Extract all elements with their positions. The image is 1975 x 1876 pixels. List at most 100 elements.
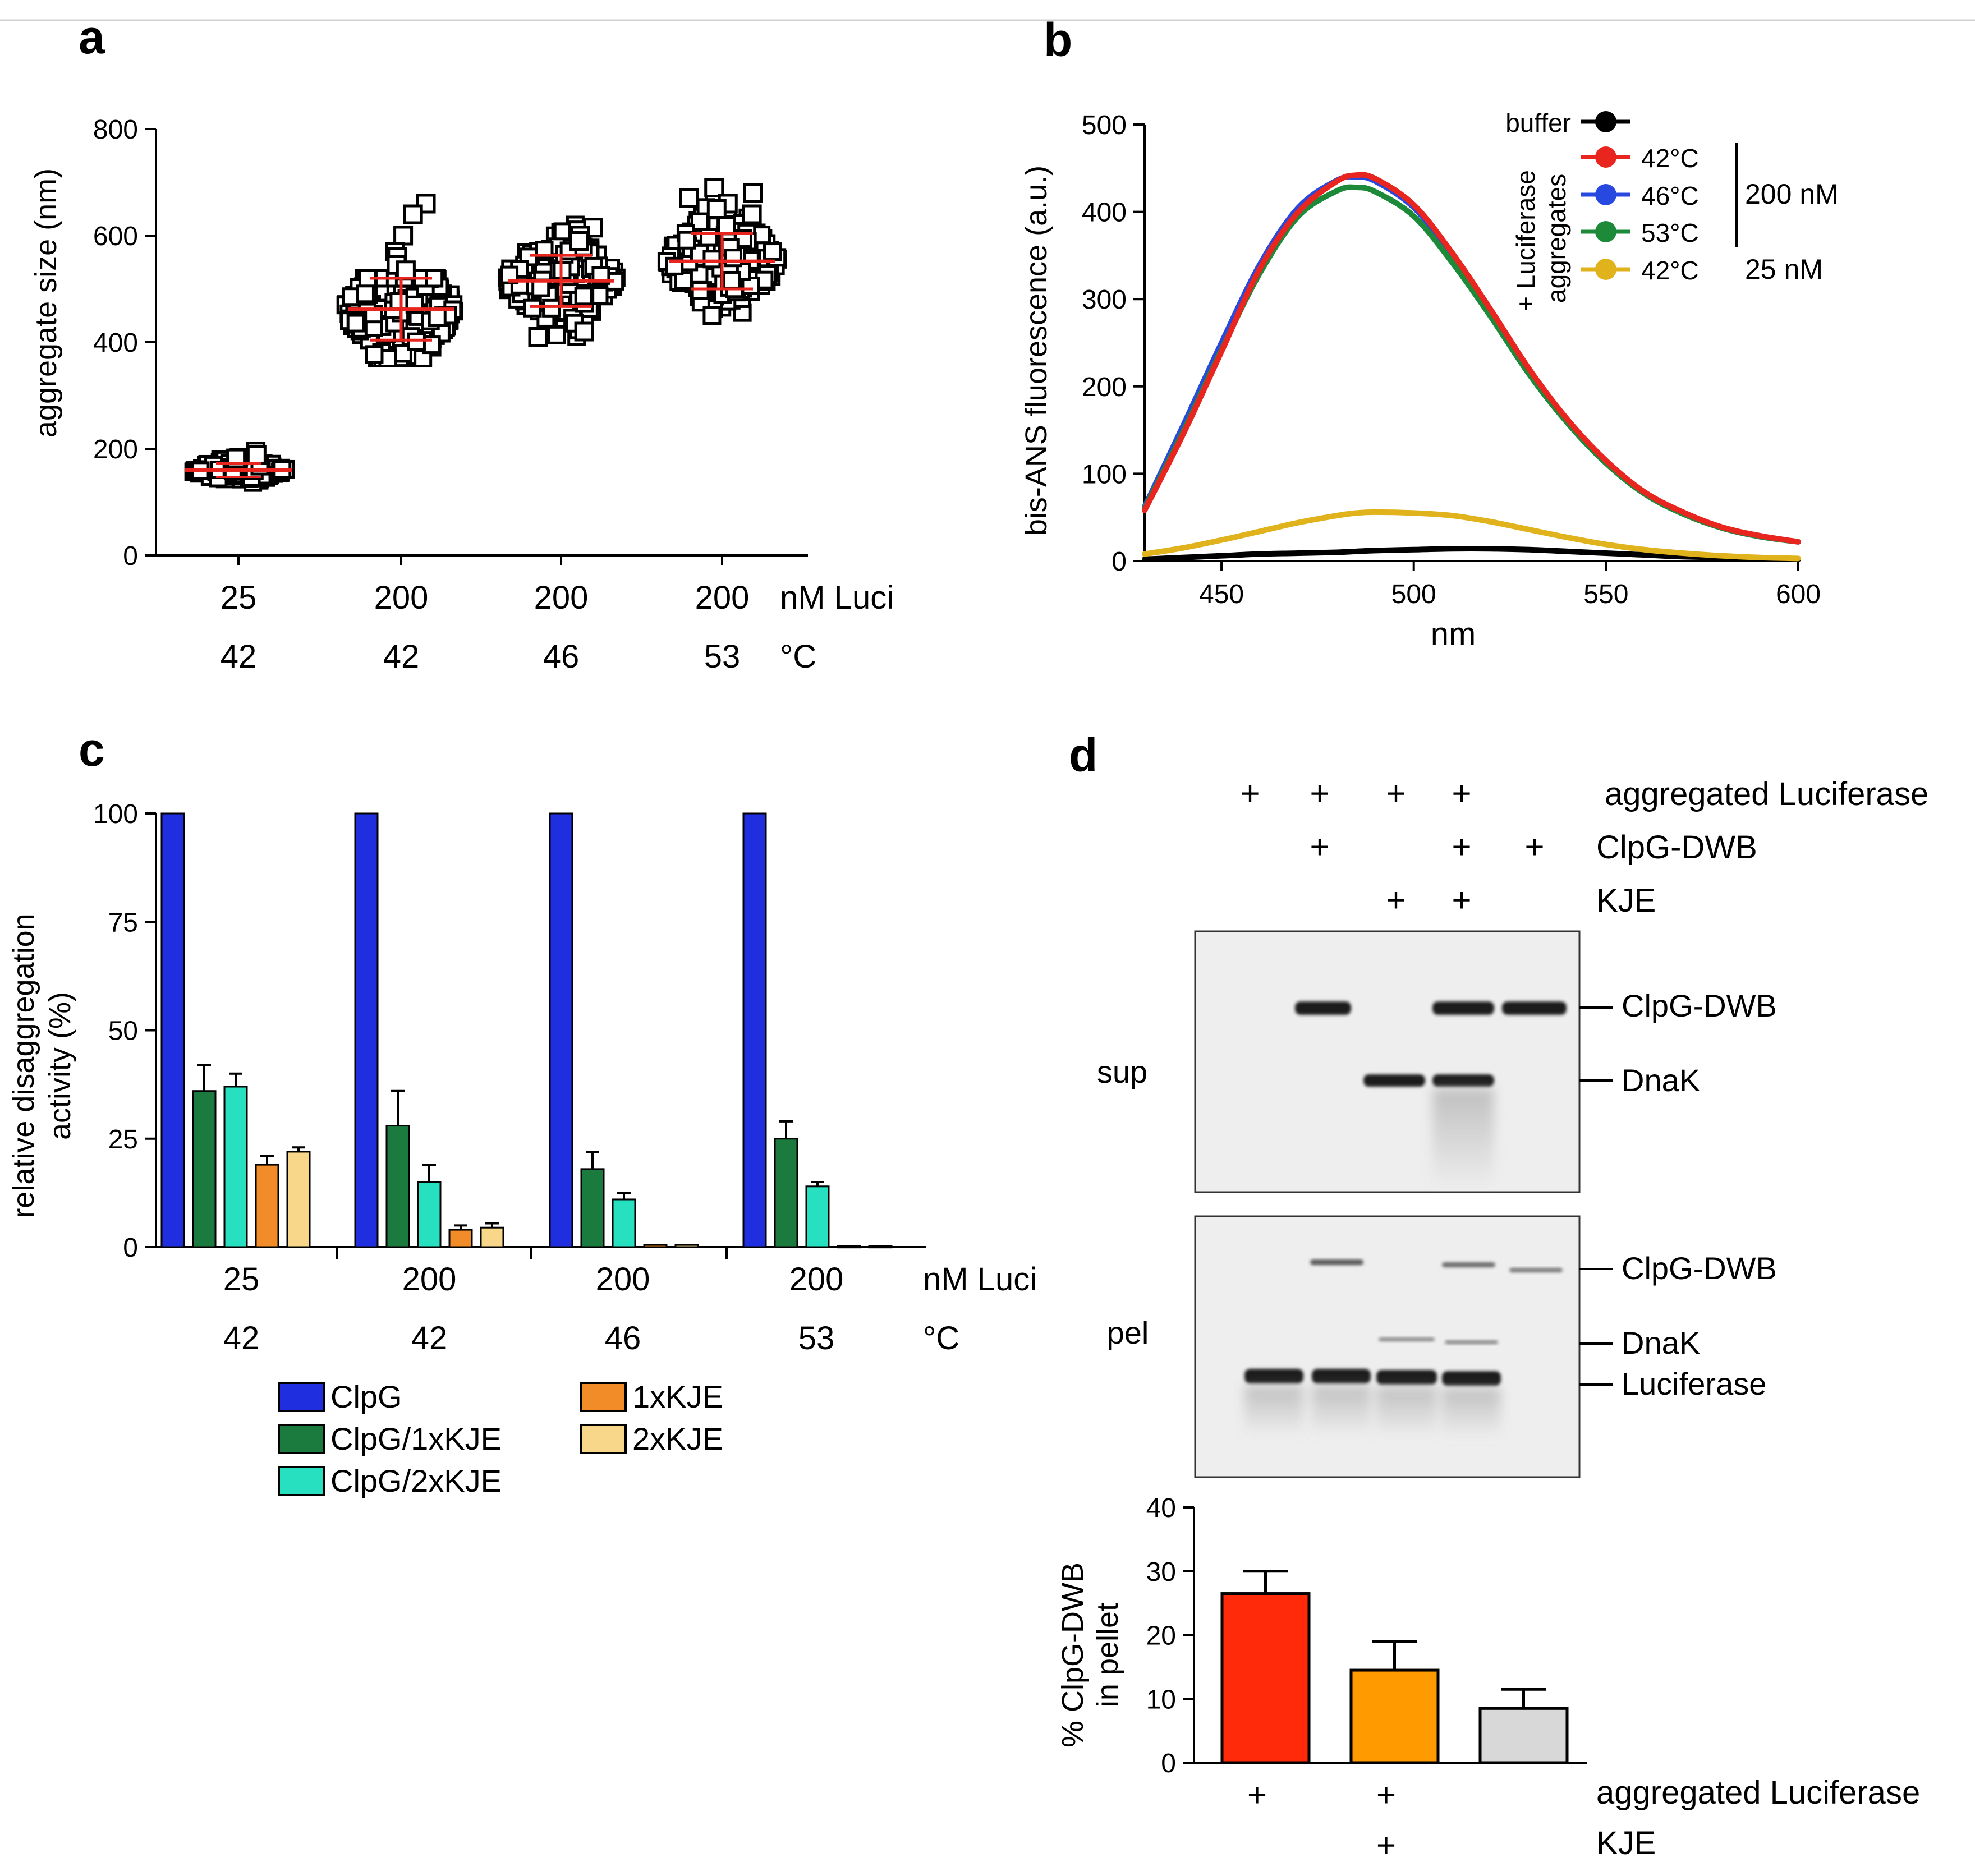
panel-d-bottom-plus: +	[1376, 1776, 1396, 1814]
panel-a-ytick-label: 800	[93, 115, 138, 145]
panel-c-row1-unit: nM Luci	[923, 1261, 1037, 1298]
panel-a-point	[690, 212, 709, 231]
panel-a-point	[574, 287, 593, 306]
gel-header-plus: +	[1240, 775, 1260, 812]
gel-pel-band-label-luc: Luciferase	[1622, 1366, 1766, 1401]
pel-smear-lane3	[1376, 1387, 1437, 1437]
gel-sup	[1194, 930, 1581, 1193]
panel-a-point	[691, 281, 710, 300]
panel-d-bottom-label: KJE	[1596, 1825, 1656, 1861]
panel-c-row1-label: 200	[596, 1261, 650, 1298]
panel-a-point	[542, 298, 561, 318]
panel-b-legend-label: 42°C	[1641, 256, 1699, 285]
panel-d-bottom-label: aggregated Luciferase	[1596, 1774, 1920, 1811]
panel-c-bar	[417, 1181, 442, 1248]
gel-header-label: KJE	[1596, 882, 1656, 919]
panel-a-ylabel: aggregate size (nm)	[29, 168, 63, 438]
panel-b-xtick-label: 500	[1391, 580, 1436, 609]
panel-d-ytick-label: 30	[1146, 1557, 1176, 1587]
gel-header-label: aggregated Luciferase	[1605, 776, 1928, 812]
panel-b-lines	[1142, 172, 1801, 562]
gel-pel-label: pel	[1107, 1315, 1149, 1350]
sup-band-dnak-lane4	[1432, 1074, 1494, 1087]
pel-band-luc-lane1	[1244, 1369, 1303, 1383]
panel-a-outlier	[396, 260, 416, 281]
panel-c-ytick-label: 0	[123, 1233, 138, 1263]
panel-c-row2-unit: °C	[923, 1320, 959, 1357]
panel-b-ytick-label: 100	[1082, 459, 1127, 489]
pel-smear-lane1	[1244, 1386, 1303, 1436]
panel-c-legend-label: 1xKJE	[632, 1379, 723, 1414]
gel-pel-band-label-clpg: ClpG-DWB	[1622, 1250, 1777, 1286]
panel-a-outlier	[569, 231, 589, 251]
gel-header-plus: +	[1386, 881, 1406, 919]
panel-a-point	[547, 325, 566, 344]
panel-c-legend-label: ClpG	[330, 1379, 402, 1414]
panel-label-a: a	[79, 11, 105, 63]
panel-b-legend-label: buffer	[1505, 108, 1571, 137]
panel-c-row1-label: 25	[223, 1261, 260, 1298]
panel-b-series-line	[1142, 172, 1801, 545]
panel-c-bar	[192, 1090, 217, 1248]
panel-a-row1-label: 200	[374, 580, 429, 616]
panel-c-row1-label: 200	[402, 1261, 457, 1298]
panel-c-row2-label: 42	[411, 1320, 448, 1357]
sup-band-clpg-lane5	[1502, 1001, 1567, 1015]
panel-c-legend-swatch	[278, 1382, 325, 1412]
panel-a-ytick-label: 400	[93, 328, 138, 358]
panel-b-legend-marker	[1595, 146, 1616, 168]
pel-band-clpg-lane4	[1442, 1262, 1495, 1267]
panel-b-series-line	[1142, 173, 1801, 545]
panel-b-xtick-label: 550	[1583, 580, 1628, 609]
panel-a-point	[365, 345, 384, 364]
panel-c-bar	[448, 1229, 473, 1248]
panel-a-outlier	[704, 178, 724, 197]
gel-header-plus: +	[1310, 828, 1329, 866]
panel-d-ytick-label: 40	[1146, 1493, 1176, 1523]
sup-band-clpg-lane4	[1432, 1001, 1494, 1015]
panel-c-bar: 0 25 50 75 100 25 42 200 42 200 46 200 53 relative d…	[7, 799, 1037, 1498]
panel-b-legend-label: 42°C	[1641, 144, 1699, 173]
panel-a-point	[702, 306, 722, 325]
panel-c-row1-label: 200	[789, 1261, 844, 1298]
panel-b-legend-label: 53°C	[1641, 218, 1699, 247]
panel-a-row1-label: 200	[534, 580, 589, 616]
panel-b-ytick-label: 300	[1082, 285, 1127, 315]
panel-a-point	[717, 216, 736, 235]
panel-c-bar	[674, 1244, 699, 1248]
panel-c-ytick-label: 75	[108, 908, 138, 937]
gel-pel-bands	[1244, 1259, 1563, 1438]
pel-band-luc-lane3	[1376, 1370, 1437, 1385]
panel-d-bottom-plus: +	[1247, 1776, 1267, 1814]
gel-header-label: ClpG-DWB	[1596, 829, 1757, 866]
panel-c-legend-label: ClpG/1xKJE	[330, 1421, 502, 1456]
panel-c-bar	[160, 812, 185, 1248]
panel-c-legend: ClpG ClpG/1xKJE ClpG/2xKJE 1xKJE 2xKJE	[278, 1379, 723, 1498]
panel-c-bar	[354, 812, 379, 1248]
panel-a-row1-label: 200	[695, 580, 750, 616]
panel-a-ytick-label: 600	[93, 222, 138, 251]
panel-b-legend-marker	[1595, 111, 1616, 132]
panel-d-ylabel-line2: in pellet	[1091, 1603, 1124, 1707]
sup-band-clpg-lane2	[1295, 1001, 1351, 1015]
panel-b-xlabel: nm	[1431, 616, 1476, 652]
panel-d: + + + + aggregated Luciferase + + + ClpG-DWB + + KJ…	[1056, 775, 1928, 1864]
panel-b-ytick-label: 500	[1082, 111, 1127, 140]
pel-smear-lane4	[1442, 1388, 1501, 1438]
panel-a-points	[184, 178, 787, 492]
gel-header-plus: +	[1386, 775, 1406, 812]
panel-b-axes: 0 100 200 300 400 500 450 500 550 600	[1082, 111, 1821, 609]
sup-band-dnak-lane3	[1363, 1074, 1425, 1087]
panel-c-bar	[643, 1244, 668, 1248]
pel-band-dnak-lane4	[1445, 1340, 1498, 1344]
panel-a-outlier	[574, 321, 594, 342]
pel-band-luc-lane4	[1442, 1371, 1501, 1386]
panel-a-outlier	[742, 204, 762, 224]
panel-b-conc-25: 25 nM	[1745, 254, 1823, 285]
pel-band-clpg-lane5	[1509, 1268, 1563, 1272]
panel-b-legend: buffer 42°C 46°C 53°C 42°C	[1505, 108, 1699, 285]
panel-b-series-line	[1142, 184, 1801, 545]
panel-label-b: b	[1044, 13, 1072, 66]
panel-a-outlier	[528, 327, 548, 347]
panel-d-bars	[1220, 1570, 1569, 1764]
